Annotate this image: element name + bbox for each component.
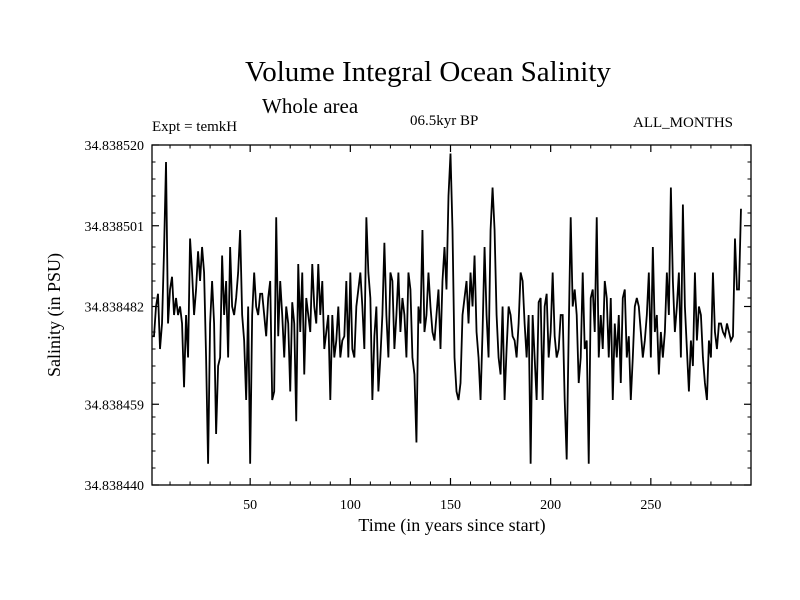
chart-subtitle: Whole area [262,94,359,118]
series-layer [152,153,742,464]
x-tick-label-150: 150 [440,498,461,513]
x-tick-label-100: 100 [340,498,361,513]
x-axis-label: Time (in years since start) [358,515,545,536]
plot-frame [151,144,752,486]
x-tick-label-200: 200 [540,498,561,513]
chart-title: Volume Integral Ocean Salinity [245,56,611,88]
y-tick-label-4: 34.838520 [85,139,145,154]
months-label: ALL_MONTHS [633,115,733,131]
y-tick-label-3: 34.838501 [85,220,145,235]
y-tick-label-2: 34.838482 [85,301,145,316]
tick-layer: 50 100 150 200 250 34.838440 34.838459 34.83848… [85,139,751,513]
period-label: 06.5kyr BP [410,113,479,129]
y-axis-label: Salinity (in PSU) [44,253,65,377]
x-tick-label-250: 250 [640,498,661,513]
y-tick-label-0: 34.838440 [85,479,145,494]
y-tick-label-1: 34.838459 [85,398,145,413]
x-tick-label-50: 50 [243,498,257,513]
series-line-0 [152,153,742,464]
experiment-label: Expt = temkH [152,119,238,135]
